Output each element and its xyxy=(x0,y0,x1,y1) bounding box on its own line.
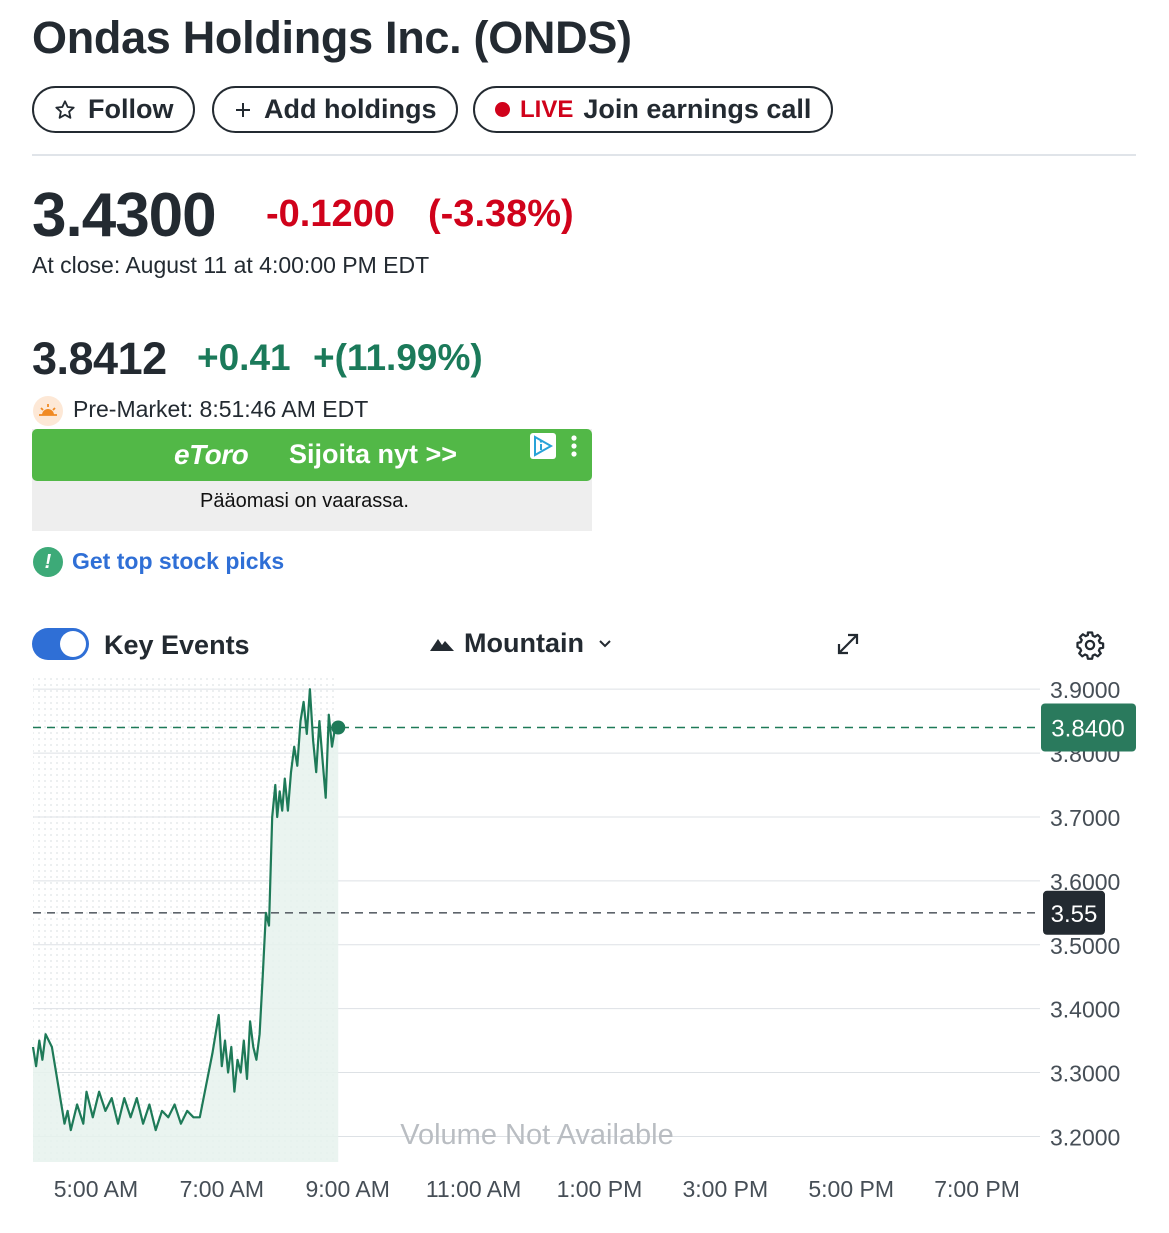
earnings-call-label: Join earnings call xyxy=(583,94,812,124)
premarket-timestamp: Pre-Market: 8:51:46 AM EDT xyxy=(73,396,369,422)
current-price-dot xyxy=(331,720,346,735)
y-tick-label: 3.6000 xyxy=(1050,869,1120,895)
y-tick-label: 3.9000 xyxy=(1050,677,1120,703)
premarket-change-percent: +(11.99%) xyxy=(313,337,483,378)
add-holdings-label: Add holdings xyxy=(264,94,437,124)
ad-cta-text: Sijoita nyt >> xyxy=(289,439,458,469)
premarket-change: +0.41 xyxy=(197,337,291,378)
volume-not-available: Volume Not Available xyxy=(400,1119,674,1151)
ad-choices-icon[interactable] xyxy=(530,433,556,459)
key-events-label: Key Events xyxy=(104,630,250,660)
live-dot-icon xyxy=(495,102,510,117)
regular-change: -0.1200 xyxy=(266,193,395,235)
key-events-toggle[interactable] xyxy=(32,628,89,660)
header-divider xyxy=(32,154,1136,156)
sunrise-icon xyxy=(33,396,63,426)
x-tick-label: 5:00 AM xyxy=(54,1176,138,1202)
current-price-value: 3.8400 xyxy=(1051,716,1124,743)
prev-close-badge xyxy=(1043,890,1105,935)
regular-price: 3.4300 xyxy=(32,181,217,250)
live-badge: LIVE xyxy=(520,95,574,123)
price-chart[interactable]: 3.20003.30003.40003.50003.60003.70003.80… xyxy=(0,670,1169,1233)
join-earnings-call-button[interactable]: LIVE Join earnings call xyxy=(473,86,834,133)
alert-icon: ! xyxy=(33,547,63,577)
y-tick-label: 3.7000 xyxy=(1050,805,1120,831)
expand-icon[interactable] xyxy=(834,630,862,658)
mountain-icon xyxy=(430,636,454,652)
price-area xyxy=(33,689,339,1162)
regular-change-percent: (-3.38%) xyxy=(428,193,574,235)
x-tick-label: 9:00 AM xyxy=(305,1176,389,1202)
follow-label: Follow xyxy=(88,94,174,124)
x-tick-label: 11:00 AM xyxy=(426,1176,521,1202)
gear-icon[interactable] xyxy=(1075,630,1105,660)
x-tick-label: 7:00 AM xyxy=(180,1176,264,1202)
current-price-badge xyxy=(1041,703,1136,752)
ad-disclaimer: Pääomasi on vaarassa. xyxy=(199,490,409,512)
chevron-down-icon xyxy=(598,639,612,649)
y-tick-label: 3.5000 xyxy=(1050,933,1120,959)
ad-brand-logo: eToro xyxy=(174,439,249,470)
add-holdings-button[interactable]: Add holdings xyxy=(212,86,459,133)
x-tick-label: 7:00 PM xyxy=(934,1176,1020,1202)
y-tick-label: 3.3000 xyxy=(1050,1061,1120,1087)
chart-type-dropdown[interactable]: Mountain xyxy=(430,628,612,659)
follow-button[interactable]: Follow xyxy=(32,86,196,133)
price-line xyxy=(31,688,339,1132)
x-tick-label: 5:00 PM xyxy=(808,1176,894,1202)
page-title: Ondas Holdings Inc. (ONDS) xyxy=(32,12,632,63)
premarket-price: 3.8412 xyxy=(32,333,167,384)
star-icon xyxy=(54,99,76,121)
top-stock-picks-link[interactable]: Get top stock picks xyxy=(72,548,285,574)
toggle-knob xyxy=(60,631,86,657)
chart-type-label: Mountain xyxy=(464,628,584,658)
ad-menu-icon[interactable] xyxy=(567,432,581,460)
y-tick-label: 3.2000 xyxy=(1050,1124,1120,1150)
prev-close-value: 3.55 xyxy=(1051,901,1098,928)
x-tick-label: 1:00 PM xyxy=(557,1176,643,1202)
x-tick-label: 3:00 PM xyxy=(682,1176,768,1202)
close-timestamp: At close: August 11 at 4:00:00 PM EDT xyxy=(32,252,430,278)
y-tick-label: 3.4000 xyxy=(1050,997,1120,1023)
plus-icon xyxy=(234,101,252,119)
ad-cta-bar[interactable] xyxy=(32,429,592,481)
